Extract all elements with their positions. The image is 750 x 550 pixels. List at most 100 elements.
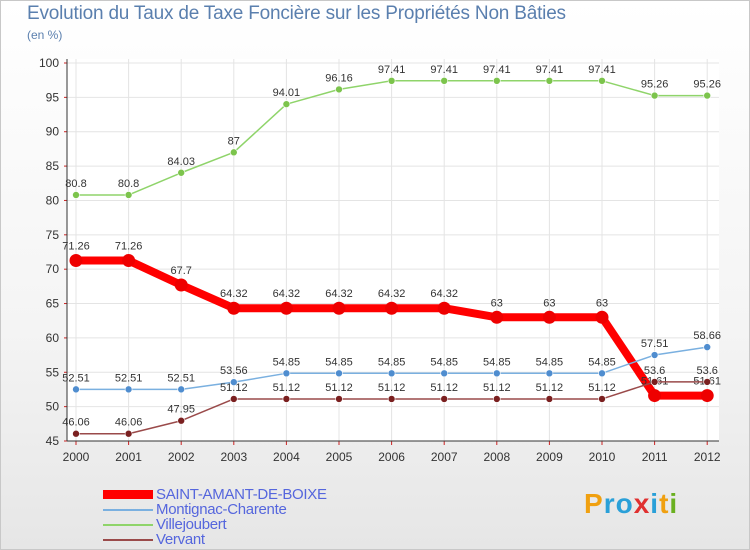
data-label: 52.51 [62, 372, 90, 384]
data-point [703, 343, 712, 351]
data-label: 95.26 [693, 79, 721, 91]
data-label: 63 [596, 297, 608, 309]
data-point [124, 385, 133, 394]
x-tick-label: 2011 [642, 450, 668, 464]
data-point [492, 395, 501, 403]
data-point [440, 369, 449, 378]
y-axis-unit: (en %) [27, 28, 63, 42]
data-label: 71.26 [115, 241, 143, 253]
data-point [335, 395, 343, 403]
data-point [227, 301, 241, 315]
data-label: 64.32 [325, 288, 353, 300]
x-tick-label: 2006 [378, 450, 405, 464]
data-point [282, 369, 291, 378]
data-point [387, 369, 396, 378]
data-point [230, 395, 238, 403]
y-tick-label: 55 [46, 365, 60, 379]
data-label: 53.6 [644, 365, 665, 377]
data-label: 97.41 [588, 64, 616, 76]
x-tick-label: 2004 [273, 450, 300, 464]
data-point [440, 77, 449, 85]
x-tick-label: 2001 [115, 450, 142, 464]
legend-label: Villejoubert [156, 516, 227, 533]
data-label: 51.12 [220, 382, 248, 394]
x-tick-label: 2012 [694, 450, 721, 464]
y-tick-label: 80 [46, 193, 60, 207]
data-label: 46.06 [115, 417, 143, 429]
data-point [332, 301, 346, 315]
data-label: 54.85 [588, 356, 616, 368]
data-point [598, 369, 606, 378]
x-tick-label: 2002 [168, 450, 195, 464]
data-label: 53.56 [220, 365, 248, 377]
logo-letter: i [650, 488, 660, 519]
data-point [385, 301, 399, 315]
data-label: 63 [543, 297, 555, 309]
data-label: 51.12 [325, 382, 353, 394]
series-layer: 80.8 80.8 84.03 87 94.01 96.16 97.41 97.41 97.41… [62, 64, 721, 438]
legend-swatch-montignac [103, 509, 153, 511]
x-tick-label: 2005 [326, 450, 353, 464]
data-label: 67.7 [170, 265, 191, 277]
data-label: 54.85 [536, 356, 564, 368]
data-label: 80.8 [65, 178, 86, 190]
data-label: 96.16 [325, 72, 353, 84]
data-point [230, 378, 238, 386]
data-point [335, 369, 343, 378]
data-point [650, 91, 659, 100]
data-point [542, 310, 556, 324]
data-label: 54.85 [378, 356, 406, 368]
data-point [598, 77, 606, 85]
data-point [177, 385, 185, 394]
data-point [545, 369, 554, 378]
data-label: 54.85 [430, 356, 458, 368]
legend-swatch-vervant [103, 539, 153, 541]
data-point [595, 310, 609, 324]
data-label: 51.12 [588, 382, 616, 394]
grid [67, 59, 719, 442]
y-tick-label: 85 [46, 159, 60, 173]
data-point [230, 148, 238, 157]
data-label: 97.41 [483, 64, 511, 76]
data-point [703, 378, 712, 386]
data-label: 95.26 [641, 79, 669, 91]
data-label: 94.01 [273, 87, 301, 99]
y-tick-label: 90 [46, 125, 60, 139]
logo-letter: o [615, 488, 634, 519]
logo-letter: x [633, 488, 651, 519]
data-point [387, 395, 396, 403]
data-point [72, 385, 80, 394]
data-point [700, 389, 714, 403]
plot-area [67, 59, 719, 441]
y-tick-label: 70 [46, 262, 60, 276]
data-label: 64.32 [220, 288, 248, 300]
data-point [124, 429, 133, 438]
data-point [282, 395, 291, 403]
x-tick-label: 2003 [220, 450, 247, 464]
data-point [703, 91, 712, 100]
data-point [72, 429, 80, 438]
chart-title: Evolution du Taux de Taxe Foncière sur l… [27, 3, 566, 24]
data-label: 52.51 [167, 372, 195, 384]
data-label: 64.32 [378, 288, 406, 300]
data-point [545, 77, 554, 85]
x-tick-label: 2000 [63, 450, 90, 464]
y-tick-label: 45 [46, 434, 60, 448]
data-label: 51.12 [483, 382, 511, 394]
data-label: 58.66 [693, 330, 721, 342]
legend-swatch-saint-amant [103, 490, 153, 499]
logo-letter: i [669, 488, 679, 519]
legend-label: SAINT-AMANT-DE-BOIXE [156, 486, 327, 503]
legend-label: Montignac-Charente [156, 501, 287, 518]
data-point [650, 378, 659, 386]
data-point [282, 100, 291, 108]
x-tick-label: 2008 [483, 450, 510, 464]
data-label: 63 [491, 297, 503, 309]
legend-label: Vervant [156, 531, 205, 548]
y-tick-label: 95 [46, 90, 60, 104]
data-label: 51.12 [378, 382, 406, 394]
data-label: 84.03 [167, 156, 195, 168]
proxiti-logo: Proxiti [584, 488, 678, 520]
